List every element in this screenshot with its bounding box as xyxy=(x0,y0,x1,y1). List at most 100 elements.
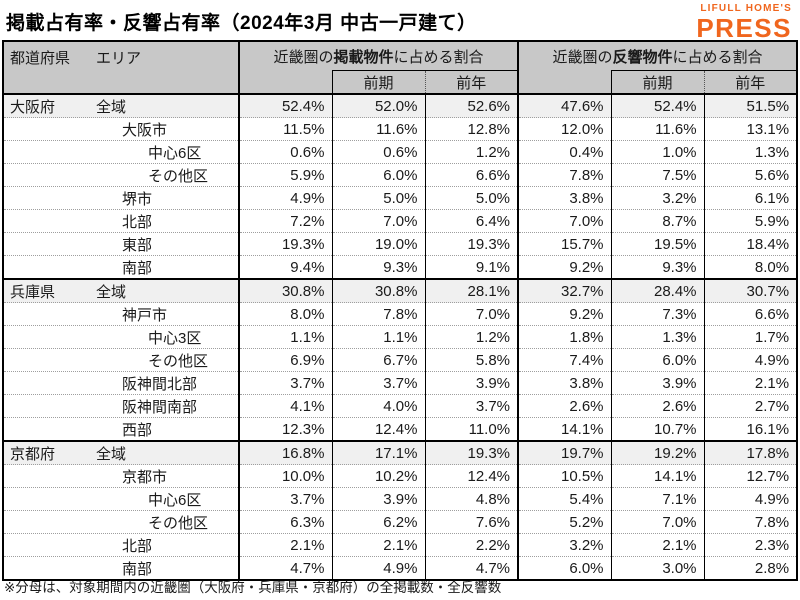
value-cell: 5.2% xyxy=(517,510,612,534)
area-cell: 南部 xyxy=(3,256,239,280)
area-cell: 南部 xyxy=(3,557,239,581)
area-cell: その他区 xyxy=(3,511,239,534)
area-cell: 大阪市 xyxy=(3,118,239,141)
value-cell: 17.8% xyxy=(703,441,798,465)
prefecture-label: 大阪府 xyxy=(10,98,56,116)
value-cell: 52.4% xyxy=(610,94,705,118)
table-row: 神戸市 8.0% 7.8% 7.0% 9.2% 7.3% 6.6% xyxy=(3,302,798,326)
area-label: 大阪市 xyxy=(122,121,168,139)
area-cell: 兵庫県 全域 xyxy=(3,279,239,303)
value-cell: 13.1% xyxy=(703,117,798,141)
area-label: 全域 xyxy=(96,98,127,116)
logo-press-line: PRESS xyxy=(696,13,792,43)
value-cell: 6.4% xyxy=(424,209,519,233)
value-cell: 8.0% xyxy=(238,302,332,326)
value-cell: 28.1% xyxy=(424,279,519,303)
table-row: 南部 4.7% 4.9% 4.7% 6.0% 3.0% 2.8% xyxy=(3,556,798,581)
value-cell: 0.6% xyxy=(238,140,332,164)
value-cell: 3.8% xyxy=(517,186,612,210)
value-cell: 4.7% xyxy=(424,556,519,580)
value-cell: 2.8% xyxy=(703,556,798,580)
value-cell: 16.1% xyxy=(703,417,798,441)
value-cell: 15.7% xyxy=(517,232,612,256)
value-cell: 11.0% xyxy=(424,417,519,441)
area-label: その他区 xyxy=(148,167,209,185)
value-cell: 4.9% xyxy=(703,348,798,372)
value-cell: 9.4% xyxy=(238,255,332,279)
value-cell: 14.1% xyxy=(610,464,705,488)
area-cell: 堺市 xyxy=(3,187,239,210)
value-cell: 3.9% xyxy=(331,487,425,511)
prefecture-column-header: 都道府県 xyxy=(10,50,71,67)
value-cell: 11.6% xyxy=(331,117,425,141)
value-cell: 3.7% xyxy=(424,394,519,418)
value-cell: 3.9% xyxy=(424,371,519,395)
area-label: 中心6区 xyxy=(148,491,202,509)
share-rate-table: 都道府県 エリア 近畿圏の掲載物件に占める割合 近畿圏の反響物件に占める割合 前期… xyxy=(2,40,799,581)
table-row: 西部 12.3% 12.4% 11.0% 14.1% 10.7% 16.1% xyxy=(3,417,798,441)
group1-suffix: に占める割合 xyxy=(393,48,484,66)
area-label: 西部 xyxy=(122,421,153,439)
value-cell: 7.3% xyxy=(610,302,705,326)
value-cell: 6.0% xyxy=(517,556,612,580)
area-label: 中心3区 xyxy=(148,329,202,347)
table-row: 京都府 全域 16.8% 17.1% 19.3% 19.7% 19.2% 17.8% xyxy=(3,441,798,465)
table-row: 中心6区 3.7% 3.9% 4.8% 5.4% 7.1% 4.9% xyxy=(3,487,798,511)
value-cell: 3.8% xyxy=(517,371,612,395)
lifull-homes-press-logo: LIFULL HOME'S PRESS xyxy=(696,4,792,43)
area-cell: 京都市 xyxy=(3,465,239,488)
value-cell: 9.3% xyxy=(610,255,705,279)
area-label: 北部 xyxy=(122,213,153,231)
value-cell: 1.7% xyxy=(703,325,798,349)
value-cell: 0.6% xyxy=(331,140,425,164)
area-cell: その他区 xyxy=(3,164,239,187)
value-cell: 2.7% xyxy=(703,394,798,418)
table-header: 都道府県 エリア 近畿圏の掲載物件に占める割合 近畿圏の反響物件に占める割合 前期… xyxy=(3,41,798,94)
prev-year-subheader: 前年 xyxy=(424,70,519,94)
table-row: 中心3区 1.1% 1.1% 1.2% 1.8% 1.3% 1.7% xyxy=(3,325,798,349)
value-cell: 51.5% xyxy=(703,94,798,118)
area-label: 北部 xyxy=(122,537,153,555)
value-cell: 52.0% xyxy=(331,94,425,118)
group1-prefix: 近畿圏の xyxy=(273,48,334,66)
area-cell: 阪神間北部 xyxy=(3,372,239,395)
value-cell: 7.0% xyxy=(331,209,425,233)
value-cell: 5.0% xyxy=(331,186,425,210)
value-cell: 1.1% xyxy=(238,325,332,349)
value-cell: 7.2% xyxy=(238,209,332,233)
value-cell: 30.8% xyxy=(331,279,425,303)
value-cell: 3.9% xyxy=(610,371,705,395)
area-label: 全域 xyxy=(96,445,127,463)
value-cell: 5.0% xyxy=(424,186,519,210)
table-row: 南部 9.4% 9.3% 9.1% 9.2% 9.3% 8.0% xyxy=(3,255,798,280)
value-cell: 4.9% xyxy=(331,556,425,580)
area-label: 京都市 xyxy=(122,468,168,486)
area-cell: 中心6区 xyxy=(3,488,239,511)
denominator-footnote: ※分母は、対象期間内の近畿圏（大阪府・兵庫県・京都府）の全掲載数・全反響数 xyxy=(4,580,502,595)
value-cell: 52.4% xyxy=(238,94,332,118)
group2-suffix: に占める割合 xyxy=(672,48,763,66)
value-cell: 7.8% xyxy=(703,510,798,534)
value-cell: 6.9% xyxy=(238,348,332,372)
current-period-subheader xyxy=(239,70,332,94)
value-cell: 2.1% xyxy=(331,533,425,557)
table-row: その他区 6.3% 6.2% 7.6% 5.2% 7.0% 7.8% xyxy=(3,510,798,534)
value-cell: 6.0% xyxy=(331,163,425,187)
table-row: 阪神間北部 3.7% 3.7% 3.9% 3.8% 3.9% 2.1% xyxy=(3,371,798,395)
value-cell: 7.8% xyxy=(517,163,612,187)
value-cell: 1.2% xyxy=(424,140,519,164)
value-cell: 2.6% xyxy=(517,394,612,418)
value-cell: 1.2% xyxy=(424,325,519,349)
value-cell: 6.6% xyxy=(424,163,519,187)
page-title: 掲載占有率・反響占有率（2024年3月 中古一戸建て） xyxy=(6,13,477,34)
table-row: 大阪市 11.5% 11.6% 12.8% 12.0% 11.6% 13.1% xyxy=(3,117,798,141)
value-cell: 11.5% xyxy=(238,117,332,141)
area-cell: その他区 xyxy=(3,349,239,372)
value-cell: 32.7% xyxy=(517,279,612,303)
value-cell: 4.9% xyxy=(238,186,332,210)
area-label: 阪神間北部 xyxy=(122,375,198,393)
area-cell: 東部 xyxy=(3,233,239,256)
value-cell: 3.7% xyxy=(238,487,332,511)
value-cell: 7.4% xyxy=(517,348,612,372)
